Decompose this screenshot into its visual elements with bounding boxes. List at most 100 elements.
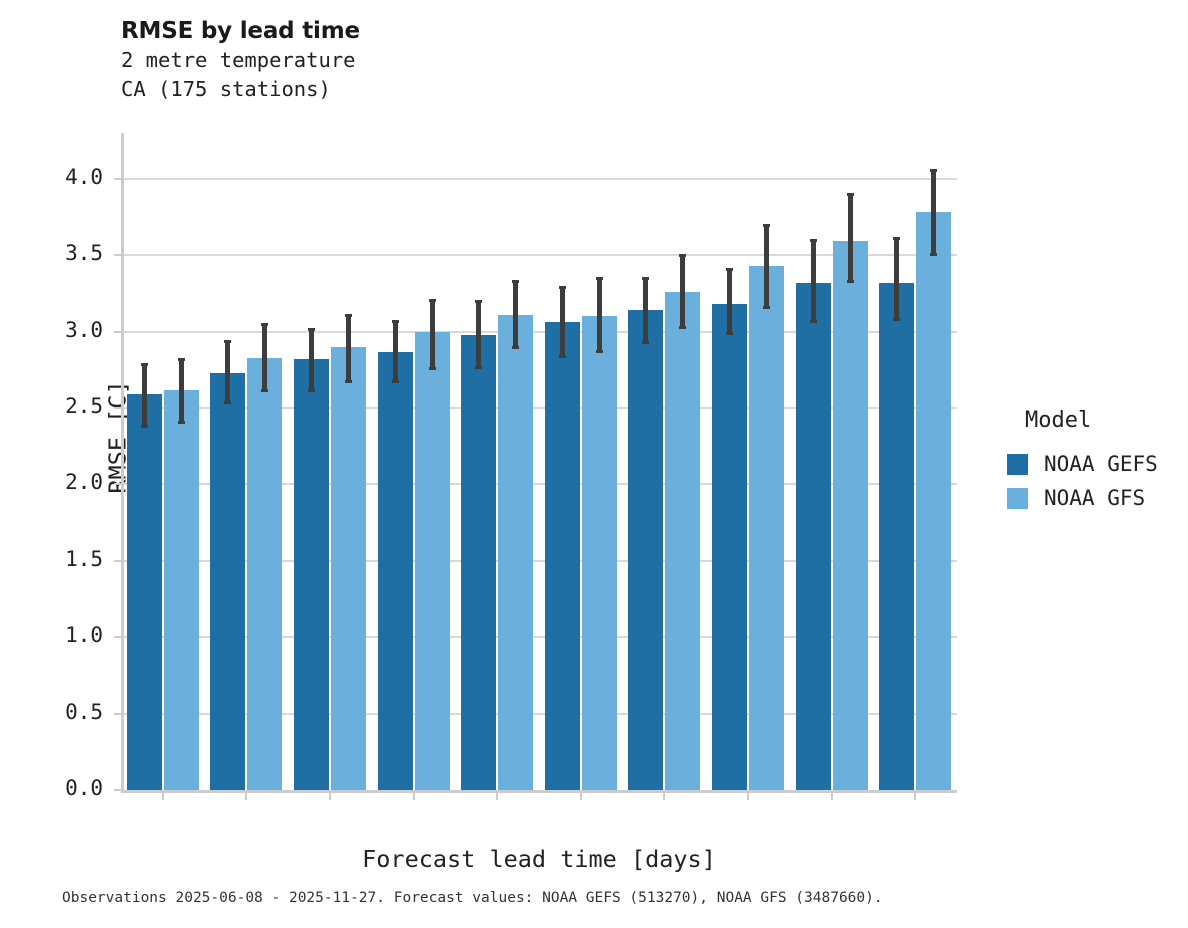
x-axis-title: Forecast lead time [days]	[362, 845, 716, 873]
y-axis-spine	[121, 133, 124, 793]
y-tick-mark	[114, 254, 121, 257]
legend-entry-label: NOAA GEFS	[1044, 452, 1158, 476]
y-tick-label: 0.0	[65, 776, 103, 800]
error-bar	[847, 194, 853, 282]
bar	[544, 322, 580, 790]
x-tick-mark	[663, 793, 666, 800]
error-bar-cap	[345, 313, 352, 317]
plot-area: RMSE [C] 0123456789	[104, 133, 957, 800]
y-tick-mark	[114, 177, 121, 180]
x-tick-mark	[245, 793, 248, 800]
x-tick-mark	[161, 793, 164, 800]
error-bar	[680, 255, 686, 328]
error-bar	[309, 328, 314, 390]
error-bar	[643, 278, 649, 343]
error-bar-cap	[308, 388, 315, 392]
y-tick-mark	[114, 559, 121, 562]
bar	[331, 346, 366, 790]
error-bar-cap	[726, 332, 733, 336]
error-bar	[894, 238, 900, 320]
error-bar-cap	[558, 355, 566, 359]
bar	[414, 331, 450, 790]
y-tick-mark	[114, 407, 121, 410]
error-bar-cap	[809, 319, 817, 323]
legend-entry[interactable]: NOAA GFS	[1007, 481, 1188, 515]
y-tick-label: 3.5	[65, 241, 103, 266]
bar-series-layer	[121, 133, 957, 793]
error-bar-cap	[177, 420, 185, 424]
error-bar-cap	[140, 425, 148, 429]
error-bar-cap	[679, 326, 687, 330]
legend-swatch-icon	[1007, 453, 1028, 475]
error-bar-cap	[308, 327, 315, 331]
y-tick-mark	[114, 712, 121, 715]
error-bar-cap	[512, 280, 520, 284]
title-block: RMSE by lead time 2 metre temperature CA…	[121, 16, 821, 104]
error-bar	[178, 359, 184, 422]
bar	[461, 334, 497, 790]
error-bar-cap	[763, 306, 770, 310]
error-bar	[476, 301, 482, 367]
error-bar-cap	[642, 341, 650, 345]
legend-title: Model	[1025, 408, 1092, 433]
error-bar-cap	[428, 367, 436, 371]
y-tick-label: 2.5	[65, 394, 103, 419]
x-tick-mark	[329, 793, 331, 800]
legend-entry[interactable]: NOAA GEFS	[1007, 447, 1188, 481]
bar	[581, 316, 617, 790]
error-bar-cap	[261, 388, 269, 392]
error-bar	[346, 314, 351, 381]
error-bar	[513, 281, 519, 347]
error-bar-cap	[140, 362, 148, 366]
error-bar-cap	[345, 379, 352, 383]
error-bar-cap	[177, 358, 185, 362]
chart-subtitle-variable: 2 metre temperature	[121, 48, 356, 72]
bar	[163, 389, 199, 790]
error-bar	[559, 287, 565, 357]
bar	[665, 291, 701, 790]
y-tick-label: 1.0	[65, 623, 103, 648]
bar	[247, 357, 283, 790]
error-bar	[262, 323, 268, 390]
y-tick-mark	[114, 483, 121, 486]
y-tick-mark	[114, 636, 121, 639]
bar	[210, 372, 246, 790]
bar	[879, 282, 915, 790]
error-bar	[225, 340, 231, 402]
gridline	[124, 254, 957, 257]
error-bar-cap	[930, 252, 938, 256]
legend-swatch-icon	[1007, 487, 1028, 509]
error-bar	[429, 299, 435, 369]
error-bar-cap	[224, 400, 232, 404]
error-bar-cap	[846, 280, 854, 284]
gridline	[124, 636, 957, 639]
error-bar	[727, 268, 732, 334]
bar	[294, 359, 329, 790]
legend-entries: NOAA GEFS NOAA GFS	[1007, 447, 1188, 515]
y-axis-tick-labels: 0.0 0.5 1.0 1.5 2.0 2.5 3.0 3.5 4.0	[0, 0, 121, 928]
error-bar	[392, 320, 398, 381]
error-bar	[764, 224, 769, 308]
error-bar	[141, 363, 147, 427]
bar	[126, 394, 162, 790]
x-tick-mark	[496, 793, 499, 800]
error-bar-cap	[595, 350, 603, 354]
bar	[749, 265, 784, 790]
x-tick-mark	[412, 793, 415, 800]
y-tick-label: 3.0	[65, 317, 103, 342]
y-tick-label: 0.5	[65, 699, 103, 724]
page-title: RMSE by lead time	[121, 18, 360, 44]
error-bar-cap	[893, 318, 901, 322]
x-tick-mark	[579, 793, 582, 800]
gridline	[124, 559, 957, 562]
error-bar-cap	[391, 379, 399, 383]
bar	[498, 314, 534, 790]
error-bar-cap	[261, 322, 269, 326]
error-bar-cap	[475, 300, 483, 304]
y-tick-label: 1.5	[65, 546, 103, 571]
gridline	[124, 712, 957, 715]
gridline	[124, 177, 957, 180]
error-bar	[810, 239, 816, 321]
chart-subtitle-region: CA (175 stations)	[121, 77, 331, 101]
